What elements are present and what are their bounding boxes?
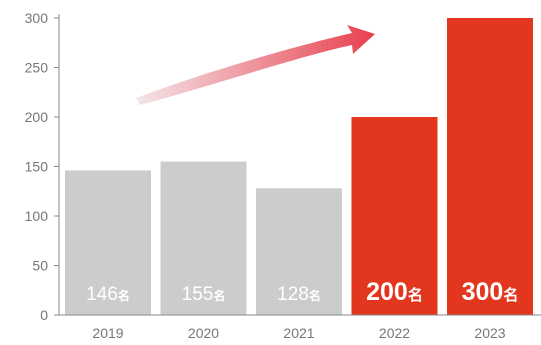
bar-value-number: 300 (462, 278, 504, 306)
bar-value-label: 128名 (277, 284, 321, 305)
trend-arrow-icon (136, 25, 375, 105)
bar-value-unit: 名 (118, 288, 130, 303)
x-tick-label: 2022 (379, 325, 410, 341)
annotations-group (136, 25, 375, 105)
bar-2021 (256, 188, 342, 315)
bars-group: 146名 155名 128名 200名 300名 (65, 18, 533, 315)
bar-value-number: 155 (182, 284, 214, 305)
y-tick-label: 0 (40, 307, 48, 323)
bar-value-unit: 名 (408, 286, 423, 304)
x-axis: 2019 2020 2021 2022 2023 (59, 314, 541, 341)
x-tick-label: 2021 (283, 325, 314, 341)
y-tick-label: 250 (25, 60, 49, 76)
bar-value-label: 300名 (462, 278, 519, 306)
bar-value-label: 155名 (182, 284, 226, 305)
bar-value-unit: 名 (309, 288, 321, 303)
bar-value-number: 128 (277, 284, 309, 305)
bar-2022 (351, 117, 438, 315)
bar-value-number: 146 (86, 284, 118, 305)
bar-2023 (447, 18, 533, 315)
bar-2020 (160, 161, 247, 315)
bar-2019 (65, 170, 151, 315)
bar-value-label: 146名 (86, 284, 130, 305)
x-tick-label: 2023 (474, 325, 505, 341)
y-tick-label: 50 (32, 258, 48, 274)
y-tick-label: 300 (25, 10, 49, 26)
bar-value-label: 200名 (366, 278, 423, 306)
y-tick-label: 150 (25, 159, 49, 175)
x-tick-label: 2019 (92, 325, 123, 341)
bar-value-unit: 名 (503, 286, 518, 304)
bar-value-number: 200 (366, 278, 408, 306)
bar-value-unit: 名 (213, 288, 225, 303)
y-axis: 0 50 100 150 200 250 300 (25, 10, 60, 323)
y-tick-label: 100 (25, 208, 49, 224)
x-tick-label: 2020 (188, 325, 219, 341)
y-tick-label: 200 (25, 109, 49, 125)
